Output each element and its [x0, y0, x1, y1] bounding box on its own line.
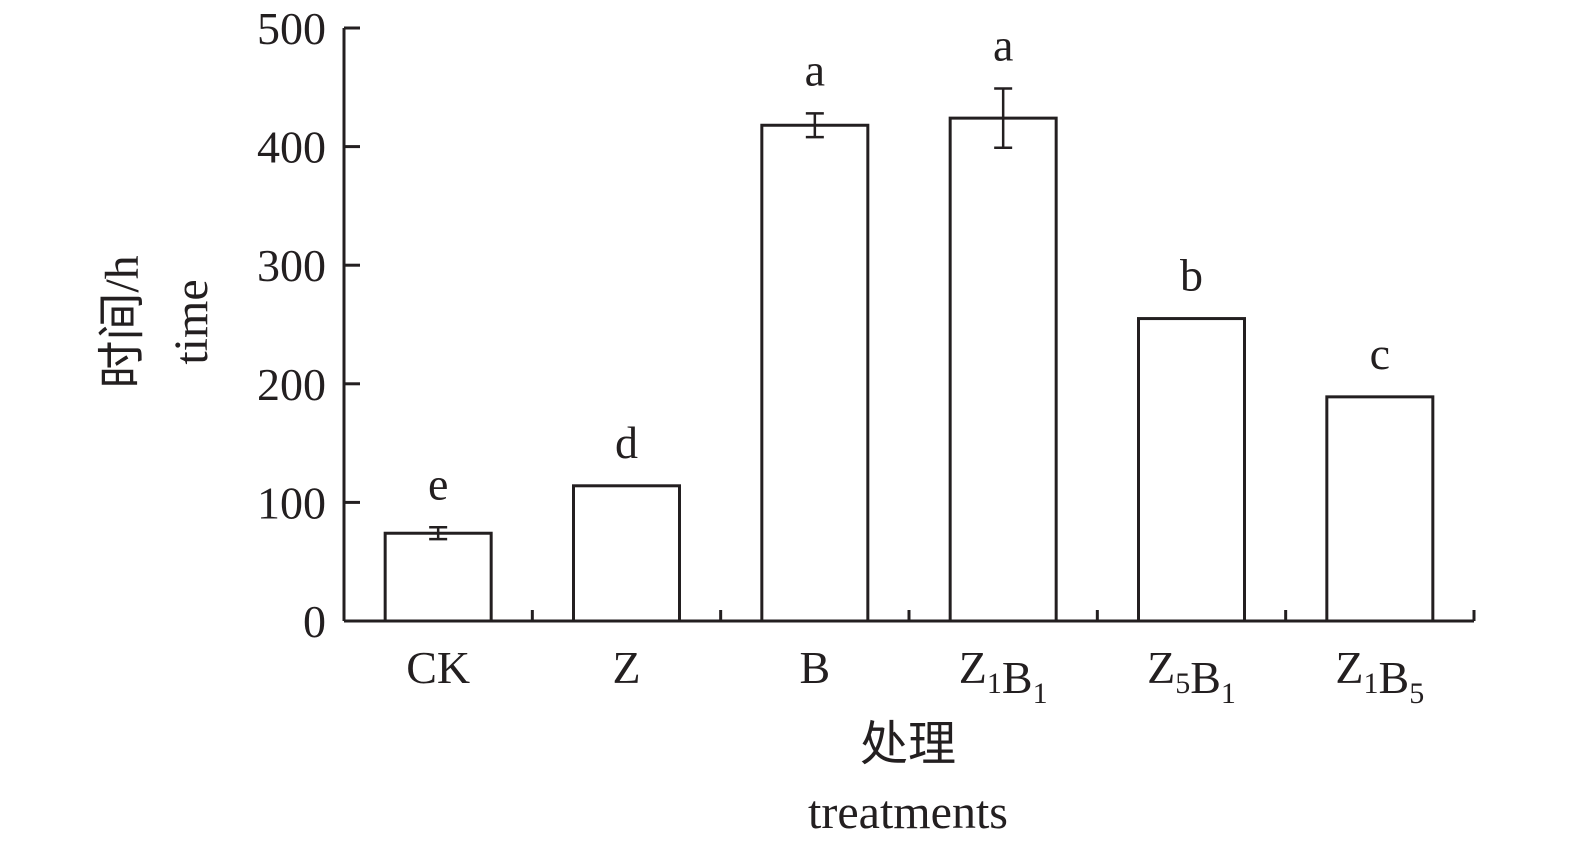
significance-label: a	[993, 19, 1013, 70]
category-label: B	[799, 642, 830, 693]
significance-label: c	[1370, 328, 1390, 379]
bars-group	[383, 87, 1435, 623]
bar	[948, 116, 1058, 623]
y-tick-label: 300	[257, 240, 326, 291]
significance-label: a	[805, 44, 825, 95]
y-tick-label: 100	[257, 477, 326, 528]
significance-label: d	[615, 417, 638, 468]
y-axis-title-en: time	[165, 279, 218, 364]
bar	[383, 531, 493, 623]
significance-label: b	[1180, 250, 1203, 301]
y-tick-label: 500	[257, 3, 326, 54]
y-tick-label: 0	[303, 596, 326, 647]
bar	[572, 484, 681, 623]
category-label: Z5B1	[1147, 642, 1236, 710]
x-axis-title-cn: 处理	[860, 718, 956, 771]
x-axis	[344, 610, 1476, 623]
category-label: CK	[406, 642, 470, 693]
category-label: Z1B1	[959, 642, 1048, 710]
y-tick-label: 200	[257, 359, 326, 410]
significance-label: e	[428, 458, 448, 509]
y-axis: 0 100 200 300 400 500	[257, 3, 360, 647]
bar	[1325, 395, 1435, 623]
y-tick-label: 400	[257, 122, 326, 173]
bar	[760, 123, 870, 623]
category-label: Z1B5	[1335, 642, 1424, 710]
category-label: Z	[612, 642, 640, 693]
bar	[1137, 317, 1246, 623]
labels-group: e CK d Za Ba Z1B1 b Z5B1 c Z1B5	[406, 19, 1424, 710]
y-axis-title-cn: 时间/h	[96, 255, 149, 388]
x-axis-title-en: treatments	[808, 786, 1008, 839]
